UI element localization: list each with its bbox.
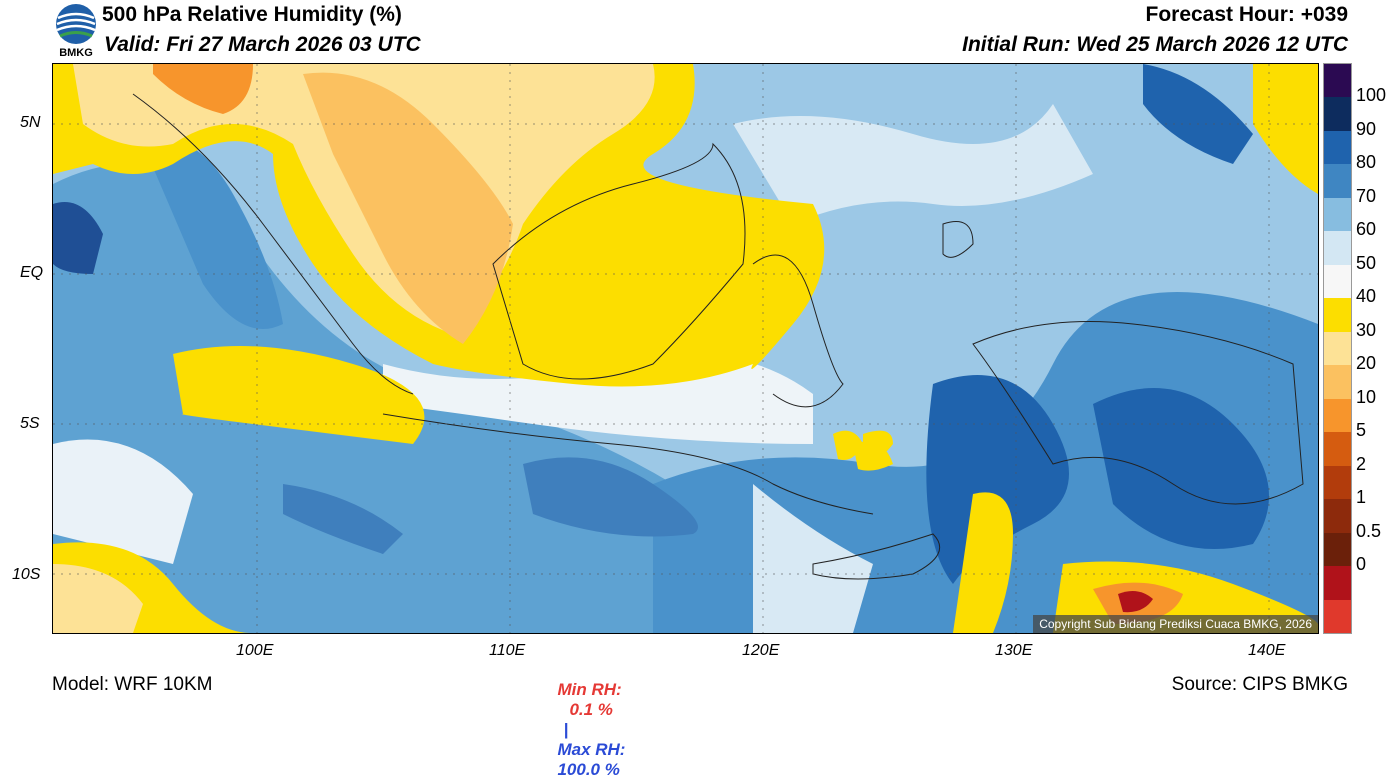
min-rh-label: Min RH: bbox=[557, 680, 622, 699]
source-label: Source: CIPS BMKG bbox=[1171, 674, 1348, 695]
forecast-hour: Forecast Hour: +039 bbox=[1145, 3, 1349, 26]
humidity-map: Copyright Sub Bidang Prediksi Cuaca BMKG… bbox=[52, 63, 1319, 634]
max-rh-value: 100.0 % bbox=[557, 760, 620, 779]
bmkg-logo-icon bbox=[56, 4, 96, 44]
colorbar-swatch bbox=[1324, 164, 1351, 199]
max-rh-label: Max RH: bbox=[557, 740, 626, 759]
colorbar-label: 90 bbox=[1356, 118, 1377, 139]
lon-tick-110e: 110E bbox=[489, 642, 526, 659]
colorbar-swatch bbox=[1324, 197, 1351, 232]
colorbar-label: 50 bbox=[1356, 252, 1377, 273]
colorbar-label: 5 bbox=[1356, 420, 1367, 441]
colorbar-label: 10 bbox=[1356, 386, 1377, 407]
lon-tick-130e: 130E bbox=[995, 642, 1033, 659]
colorbar-label: 0 bbox=[1356, 554, 1367, 575]
lon-tick-140e: 140E bbox=[1248, 642, 1286, 659]
lon-tick-120e: 120E bbox=[742, 642, 780, 659]
lon-tick-100e: 100E bbox=[236, 642, 274, 659]
humidity-field bbox=[53, 64, 1318, 633]
colorbar-swatch bbox=[1324, 130, 1351, 165]
colorbar-labels: 100 90 80 70 60 50 40 30 20 10 5 2 1 0.5 0 bbox=[1354, 63, 1398, 632]
colorbar-label: 0.5 bbox=[1356, 520, 1382, 541]
colorbar-label: 100 bbox=[1356, 85, 1387, 106]
colorbar-swatch bbox=[1324, 465, 1351, 500]
colorbar-label: 2 bbox=[1356, 453, 1367, 474]
colorbar-label: 40 bbox=[1356, 286, 1377, 307]
colorbar-swatch bbox=[1324, 532, 1351, 567]
rh-stats: Min RH: 0.1 % | Max RH: 100.0 % bbox=[548, 660, 625, 780]
lat-tick-5n: 5N bbox=[20, 114, 41, 131]
colorbar bbox=[1323, 63, 1352, 634]
colorbar-swatch bbox=[1324, 599, 1351, 634]
colorbar-swatch bbox=[1324, 432, 1351, 467]
lat-tick-eq: EQ bbox=[20, 264, 44, 281]
colorbar-label: 1 bbox=[1356, 487, 1367, 508]
rh-separator: | bbox=[563, 720, 569, 739]
colorbar-swatch bbox=[1324, 331, 1351, 366]
min-rh-value: 0.1 % bbox=[569, 700, 613, 719]
colorbar-label: 20 bbox=[1356, 353, 1377, 374]
logo-text: BMKG bbox=[59, 47, 93, 59]
colorbar-swatch bbox=[1324, 264, 1351, 299]
bmkg-logo bbox=[52, 2, 100, 60]
colorbar-swatch bbox=[1324, 398, 1351, 433]
lat-tick-10s: 10S bbox=[12, 566, 41, 583]
valid-time: Valid: Fri 27 March 2026 03 UTC bbox=[104, 33, 421, 56]
colorbar-label: 60 bbox=[1356, 219, 1377, 240]
page-title: 500 hPa Relative Humidity (%) bbox=[102, 3, 402, 26]
colorbar-label: 70 bbox=[1356, 185, 1377, 206]
colorbar-swatch bbox=[1324, 298, 1351, 333]
model-label: Model: WRF 10KM bbox=[52, 674, 213, 695]
colorbar-swatch bbox=[1324, 97, 1351, 132]
initial-run: Initial Run: Wed 25 March 2026 12 UTC bbox=[962, 33, 1348, 56]
colorbar-label: 30 bbox=[1356, 319, 1377, 340]
lat-tick-5s: 5S bbox=[20, 415, 40, 432]
colorbar-label: 80 bbox=[1356, 152, 1377, 173]
colorbar-swatch bbox=[1324, 64, 1351, 98]
colorbar-swatch bbox=[1324, 365, 1351, 400]
colorbar-swatch bbox=[1324, 231, 1351, 266]
colorbar-swatch bbox=[1324, 499, 1351, 534]
copyright-notice: Copyright Sub Bidang Prediksi Cuaca BMKG… bbox=[1033, 615, 1318, 633]
colorbar-swatch bbox=[1324, 566, 1351, 601]
